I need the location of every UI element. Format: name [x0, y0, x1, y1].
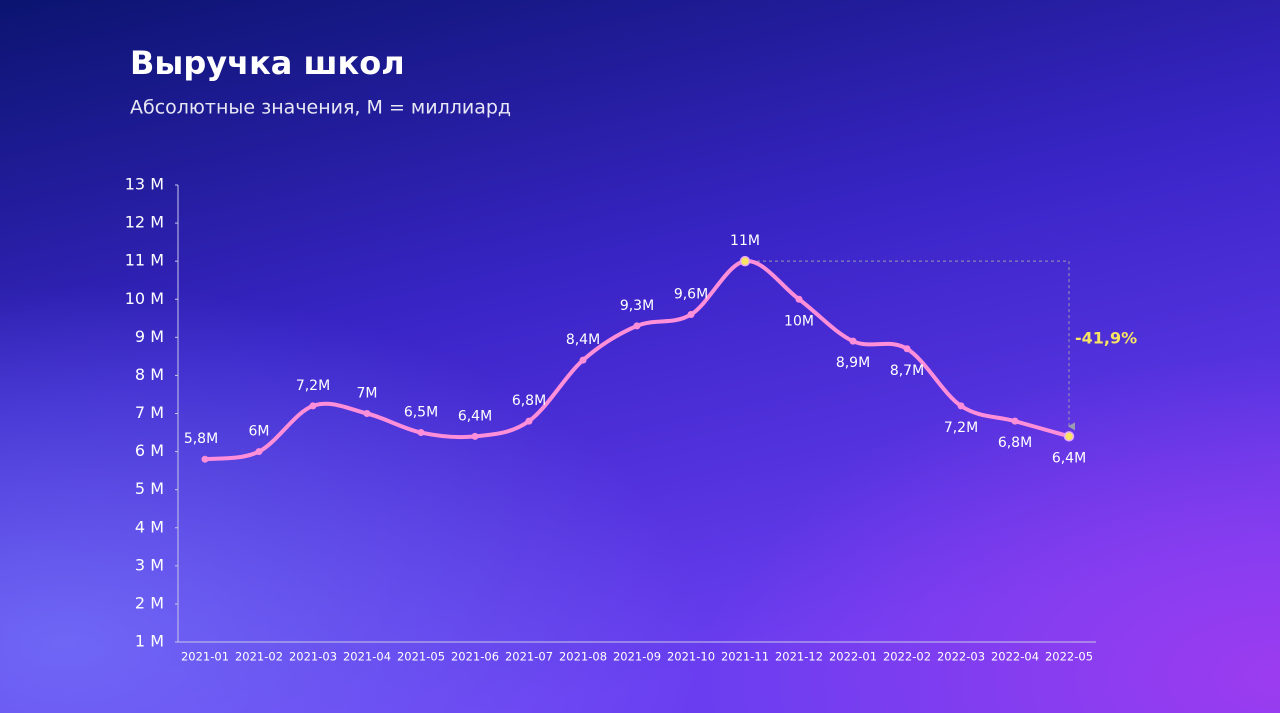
y-tick-label: 8 M [135, 365, 164, 384]
data-label: 6M [249, 424, 270, 440]
x-tick-label: 2021-05 [397, 650, 445, 664]
point [795, 295, 803, 303]
x-tick-label: 2021-11 [721, 650, 769, 664]
data-label: 11M [730, 233, 760, 249]
data-label: 8,9M [836, 355, 870, 371]
y-tick-label: 5 M [135, 479, 164, 498]
y-tick-label: 3 M [135, 555, 164, 574]
y-tick-label: 2 M [135, 593, 164, 612]
point [849, 337, 857, 345]
data-label: 5,8M [184, 431, 218, 447]
point [739, 255, 751, 267]
data-label: 10M [784, 313, 814, 329]
x-tick-label: 2022-04 [991, 650, 1039, 664]
point [309, 402, 317, 410]
data-label: 7,2M [296, 378, 330, 394]
chart-title: Выручка школ [130, 44, 405, 82]
data-label: 6,5M [404, 405, 438, 421]
y-tick-label: 7 M [135, 403, 164, 422]
data-label: 6,4M [1052, 450, 1086, 466]
x-tick-label: 2022-02 [883, 650, 931, 664]
data-label: 6,4M [458, 408, 492, 424]
data-label: 7M [357, 386, 378, 402]
x-tick-label: 2021-07 [505, 650, 553, 664]
y-tick-label: 4 M [135, 517, 164, 536]
x-tick-label: 2021-10 [667, 650, 715, 664]
y-tick-label: 12 M [125, 213, 164, 232]
point [1011, 417, 1019, 425]
point [903, 345, 911, 353]
point [687, 310, 695, 318]
x-tick-label: 2021-09 [613, 650, 661, 664]
x-tick-label: 2021-03 [289, 650, 337, 664]
annotation: -41,9% [1075, 328, 1137, 347]
data-label: 8,7M [890, 363, 924, 379]
x-tick-label: 2022-01 [829, 650, 877, 664]
data-label: 9,3M [620, 298, 654, 314]
data-label: 9,6M [674, 286, 708, 302]
point [579, 356, 587, 364]
x-tick-label: 2022-05 [1045, 650, 1093, 664]
x-tick-label: 2021-08 [559, 650, 607, 664]
x-tick-label: 2021-12 [775, 650, 823, 664]
point [633, 322, 641, 330]
x-tick-label: 2021-04 [343, 650, 391, 664]
y-tick-label: 9 M [135, 327, 164, 346]
x-tick-label: 2021-06 [451, 650, 499, 664]
y-tick-label: 1 M [135, 632, 164, 651]
point [201, 455, 209, 463]
data-label: 6,8M [998, 435, 1032, 451]
annotation-guide [745, 260, 1075, 431]
point [957, 402, 965, 410]
y-tick-label: 6 M [135, 441, 164, 460]
y-tick-label: 10 M [125, 289, 164, 308]
point [525, 417, 533, 425]
x-tick-label: 2021-01 [181, 650, 229, 664]
point [417, 429, 425, 437]
data-label: 8,4M [566, 332, 600, 348]
chart-subtitle: Абсолютные значения, M = миллиард [130, 97, 511, 119]
data-label: 7,2M [944, 420, 978, 436]
x-tick-label: 2021-02 [235, 650, 283, 664]
y-tick-label: 11 M [125, 251, 164, 270]
point [1063, 431, 1075, 442]
point [471, 432, 479, 440]
y-tick-label: 13 M [125, 175, 164, 194]
x-tick-label: 2022-03 [937, 650, 985, 664]
point [255, 448, 263, 456]
data-label: 6,8M [512, 393, 546, 409]
point [363, 410, 371, 417]
